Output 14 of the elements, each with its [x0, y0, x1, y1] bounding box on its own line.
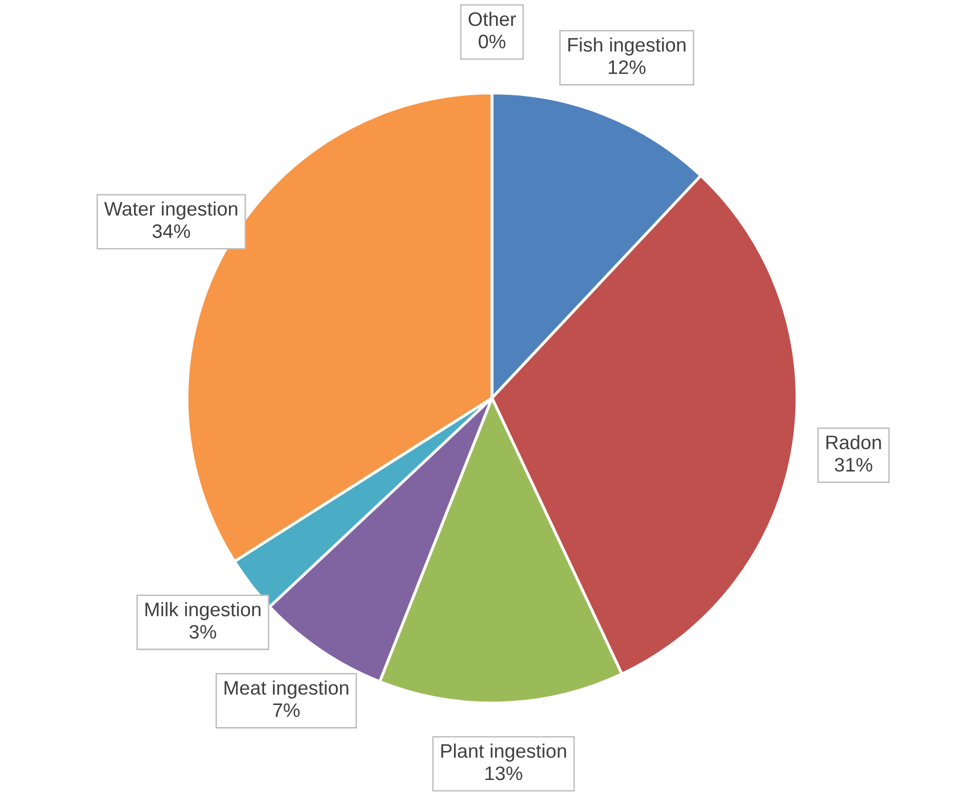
text: 0%	[478, 34, 506, 48]
slice-label: Meat ingestion	[224, 680, 348, 699]
category-label: Other	[468, 12, 516, 26]
slice-label: Milk ingestion	[146, 602, 260, 620]
data-label: 31%	[834, 458, 872, 472]
slice-label: Fish ingestion	[568, 37, 686, 56]
data-label: 7%	[273, 703, 300, 718]
slice-label: Plant ingestion	[441, 744, 566, 762]
slice-label: Water ingestion	[104, 201, 238, 220]
slice-label: Radon	[826, 435, 881, 450]
data-label: 3%	[189, 624, 216, 639]
data-label: 13%	[486, 766, 522, 780]
data-label: 34%	[152, 224, 190, 238]
data-label: 12%	[608, 60, 646, 74]
